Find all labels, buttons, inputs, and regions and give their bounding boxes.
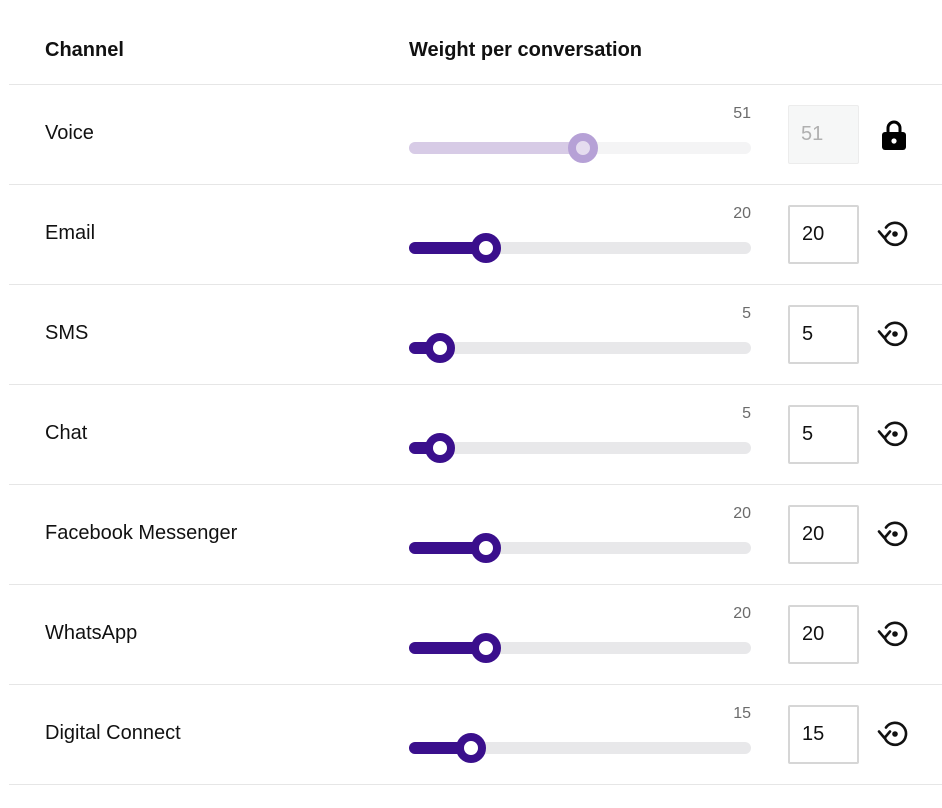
channel-row: Email 20	[9, 185, 942, 285]
slider-value-label: 20	[733, 505, 751, 522]
slider-track	[409, 133, 751, 163]
reset-button[interactable]	[877, 418, 911, 452]
reset-button[interactable]	[877, 618, 911, 652]
weight-slider[interactable]: 5	[409, 385, 751, 484]
slider-thumb[interactable]	[424, 333, 455, 363]
reset-button[interactable]	[877, 718, 911, 752]
reset-button[interactable]	[877, 218, 911, 252]
reset-icon	[877, 618, 911, 652]
reset-button[interactable]	[877, 318, 911, 352]
channel-row: Digital Connect 15	[9, 685, 942, 785]
slider-fill	[409, 142, 584, 154]
weight-slider[interactable]: 5	[409, 285, 751, 384]
slider-fill	[409, 542, 487, 554]
reset-icon	[877, 418, 911, 452]
channel-name: WhatsApp	[45, 622, 138, 644]
channel-row: Facebook Messenger 20	[9, 485, 942, 585]
slider-thumb[interactable]	[424, 433, 455, 463]
weight-slider[interactable]: 20	[409, 185, 751, 284]
slider-value-label: 20	[733, 605, 751, 622]
channel-column-header: Channel	[45, 39, 124, 61]
slider-value-label: 51	[733, 105, 751, 122]
reset-icon	[877, 718, 911, 752]
channel-name: Email	[45, 222, 96, 244]
weight-input[interactable]	[788, 405, 859, 464]
channel-name: Digital Connect	[45, 722, 181, 744]
channel-name: Chat	[45, 422, 88, 444]
channel-row: Chat 5	[9, 385, 942, 485]
channel-name: Facebook Messenger	[45, 522, 238, 544]
slider-value-label: 20	[733, 205, 751, 222]
slider-track[interactable]	[409, 633, 751, 663]
weight-input[interactable]	[788, 305, 859, 364]
slider-track[interactable]	[409, 433, 751, 463]
slider-fill	[409, 742, 471, 754]
weight-slider[interactable]: 20	[409, 485, 751, 584]
lock-button[interactable]	[877, 118, 911, 152]
channel-row: Voice 51	[9, 85, 942, 185]
table-header: Channel Weight per conversation	[9, 0, 942, 85]
weight-column-header: Weight per conversation	[409, 39, 643, 61]
weight-input[interactable]	[788, 605, 859, 664]
reset-icon	[877, 218, 911, 252]
slider-fill	[409, 242, 487, 254]
slider-track[interactable]	[409, 233, 751, 263]
weight-input[interactable]	[788, 205, 859, 264]
weight-slider: 51	[409, 85, 751, 184]
slider-thumb[interactable]	[471, 233, 502, 263]
slider-value-label: 15	[733, 705, 751, 722]
slider-thumb[interactable]	[455, 733, 486, 763]
weight-slider[interactable]: 15	[409, 685, 751, 784]
slider-track[interactable]	[409, 733, 751, 763]
slider-value-label: 5	[742, 405, 751, 422]
slider-track[interactable]	[409, 333, 751, 363]
channel-row: WhatsApp 20	[9, 585, 942, 685]
lock-icon	[881, 119, 907, 151]
slider-thumb[interactable]	[471, 533, 502, 563]
reset-button[interactable]	[877, 518, 911, 552]
weight-input[interactable]	[788, 505, 859, 564]
channel-row: SMS 5	[9, 285, 942, 385]
channel-name: SMS	[45, 322, 89, 344]
channel-name: Voice	[45, 122, 94, 144]
weight-input[interactable]	[788, 705, 859, 764]
weight-input	[788, 105, 859, 164]
reset-icon	[877, 518, 911, 552]
weight-slider[interactable]: 20	[409, 585, 751, 684]
slider-thumb	[568, 133, 599, 163]
reset-icon	[877, 318, 911, 352]
slider-track[interactable]	[409, 533, 751, 563]
slider-fill	[409, 642, 487, 654]
slider-value-label: 5	[742, 305, 751, 322]
slider-thumb[interactable]	[471, 633, 502, 663]
